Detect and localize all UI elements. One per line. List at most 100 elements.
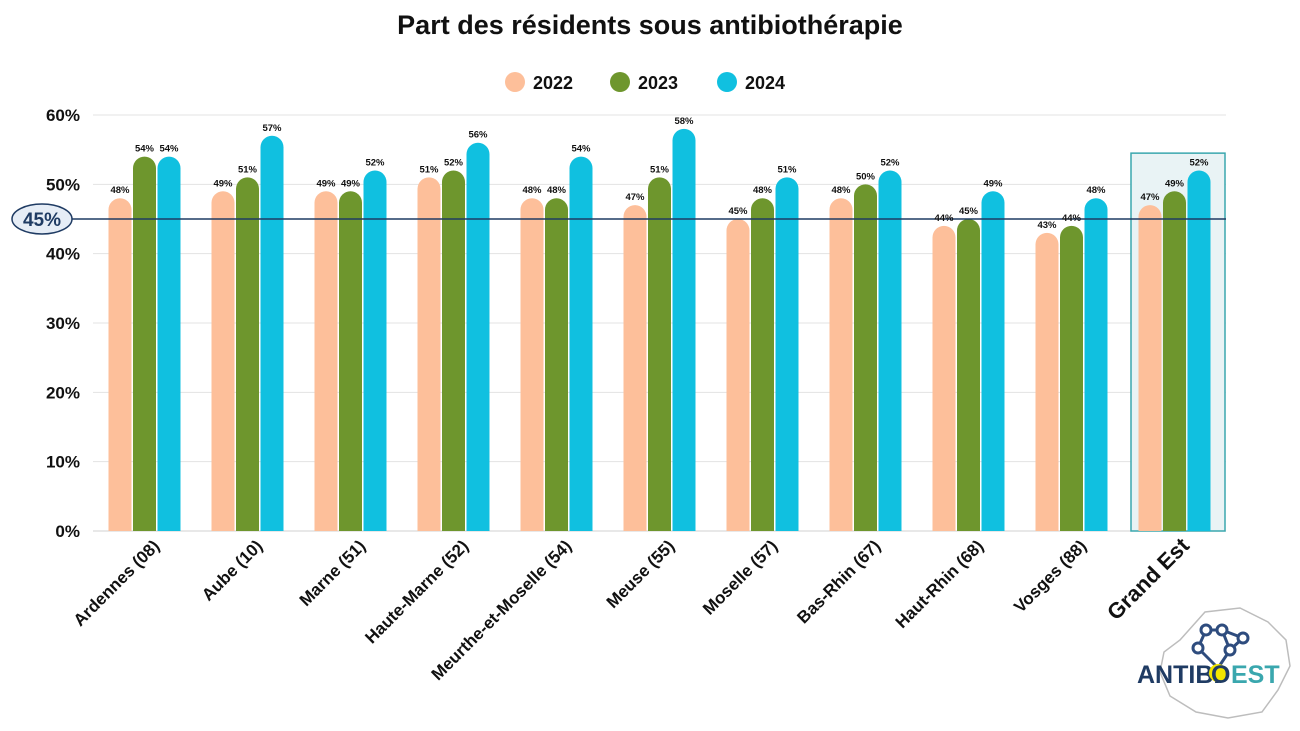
bar (672, 128, 696, 531)
bar (878, 170, 902, 531)
y-tick-label: 10% (46, 453, 80, 472)
bar (623, 205, 647, 531)
y-tick-label: 0% (55, 522, 80, 541)
data-label: 48% (522, 185, 542, 196)
y-tick-label: 20% (46, 383, 80, 402)
data-label: 48% (753, 185, 773, 196)
bar (569, 156, 593, 531)
legend-marker (717, 72, 737, 92)
bar (981, 191, 1005, 531)
category-label: Aube (10) (198, 536, 266, 604)
data-label: 51% (238, 164, 258, 175)
y-tick-label: 30% (46, 314, 80, 333)
data-label: 44% (1062, 213, 1082, 224)
bar (339, 191, 362, 531)
data-label: 48% (110, 185, 130, 196)
bar (260, 135, 284, 532)
data-label: 49% (341, 178, 361, 189)
data-label: 49% (983, 178, 1003, 189)
data-label: 51% (650, 164, 670, 175)
legend-label: 2022 (533, 73, 573, 93)
category-label: Haute-Marne (52) (361, 536, 472, 647)
bar (1084, 198, 1108, 531)
data-label: 49% (213, 178, 233, 189)
data-label: 47% (1140, 192, 1160, 203)
category-label: Moselle (57) (699, 536, 781, 618)
legend-marker (610, 72, 630, 92)
data-label: 50% (856, 171, 876, 182)
bar (545, 198, 568, 531)
data-label: 52% (1189, 157, 1209, 168)
legend: 2022 2023 2024 (505, 72, 785, 93)
bar (932, 225, 956, 531)
data-label: 51% (777, 164, 797, 175)
data-label: 58% (674, 116, 694, 127)
category-label: Ardennes (08) (70, 536, 164, 630)
data-label: 49% (1165, 178, 1185, 189)
data-label: 48% (1086, 185, 1106, 196)
reference-label: 45% (23, 210, 61, 231)
data-label: 54% (135, 144, 155, 155)
data-label: 52% (880, 157, 900, 168)
bar (466, 142, 490, 531)
data-label: 48% (831, 185, 851, 196)
category-label: Marne (51) (296, 536, 370, 610)
bar (314, 191, 338, 531)
category-label: Meuse (55) (603, 536, 679, 612)
data-label: 54% (571, 144, 591, 155)
bar (1060, 225, 1083, 531)
data-label: 48% (547, 185, 567, 196)
bar (648, 177, 671, 531)
legend-label: 2024 (745, 73, 785, 93)
data-label: 43% (1037, 220, 1057, 231)
data-label: 56% (468, 130, 488, 141)
data-label: 44% (934, 213, 954, 224)
logo-sun-dot (1209, 664, 1227, 682)
y-tick-label: 60% (46, 106, 80, 125)
bar (726, 219, 750, 531)
bar (775, 177, 799, 531)
data-label: 45% (959, 206, 979, 217)
bar (211, 191, 235, 531)
bar (1138, 205, 1162, 531)
antibioest-logo: ANTIBI O EST (1137, 607, 1291, 719)
logo-text-antibi: ANTIBI (1137, 661, 1220, 689)
bars-layer (108, 128, 1211, 532)
bar (520, 198, 544, 531)
france-map-outline (1159, 607, 1291, 719)
bar (1187, 170, 1211, 531)
data-label: 54% (159, 144, 179, 155)
bar (236, 177, 259, 531)
data-label: 49% (316, 178, 336, 189)
y-tick-label: 40% (46, 245, 80, 264)
logo-text-est: EST (1231, 661, 1280, 689)
category-label-highlight: Grand Est (1102, 532, 1194, 624)
bar (751, 198, 774, 531)
data-label: 45% (728, 206, 748, 217)
bar (363, 170, 387, 531)
bar (442, 170, 465, 531)
data-label: 52% (444, 157, 464, 168)
chart-title: Part des résidents sous antibiothérapie (397, 10, 903, 40)
legend-marker (505, 72, 525, 92)
reference-line-layer: 45% (11, 203, 1226, 235)
category-label: Haut-Rhin (68) (892, 536, 988, 632)
bar (1035, 232, 1059, 531)
bar (957, 219, 980, 531)
data-label: 52% (365, 157, 385, 168)
data-label: 51% (419, 164, 439, 175)
data-label: 57% (262, 123, 282, 134)
legend-label: 2023 (638, 73, 678, 93)
bar (108, 198, 132, 531)
bar (829, 198, 853, 531)
bar (133, 156, 156, 531)
category-label: Vosges (88) (1010, 536, 1090, 616)
category-label: Bas-Rhin (67) (793, 536, 884, 627)
reference-badge (11, 203, 73, 235)
bar (157, 156, 181, 531)
bar (417, 177, 441, 531)
y-tick-label: 50% (46, 175, 80, 194)
bar (854, 184, 877, 531)
data-label: 47% (625, 192, 645, 203)
